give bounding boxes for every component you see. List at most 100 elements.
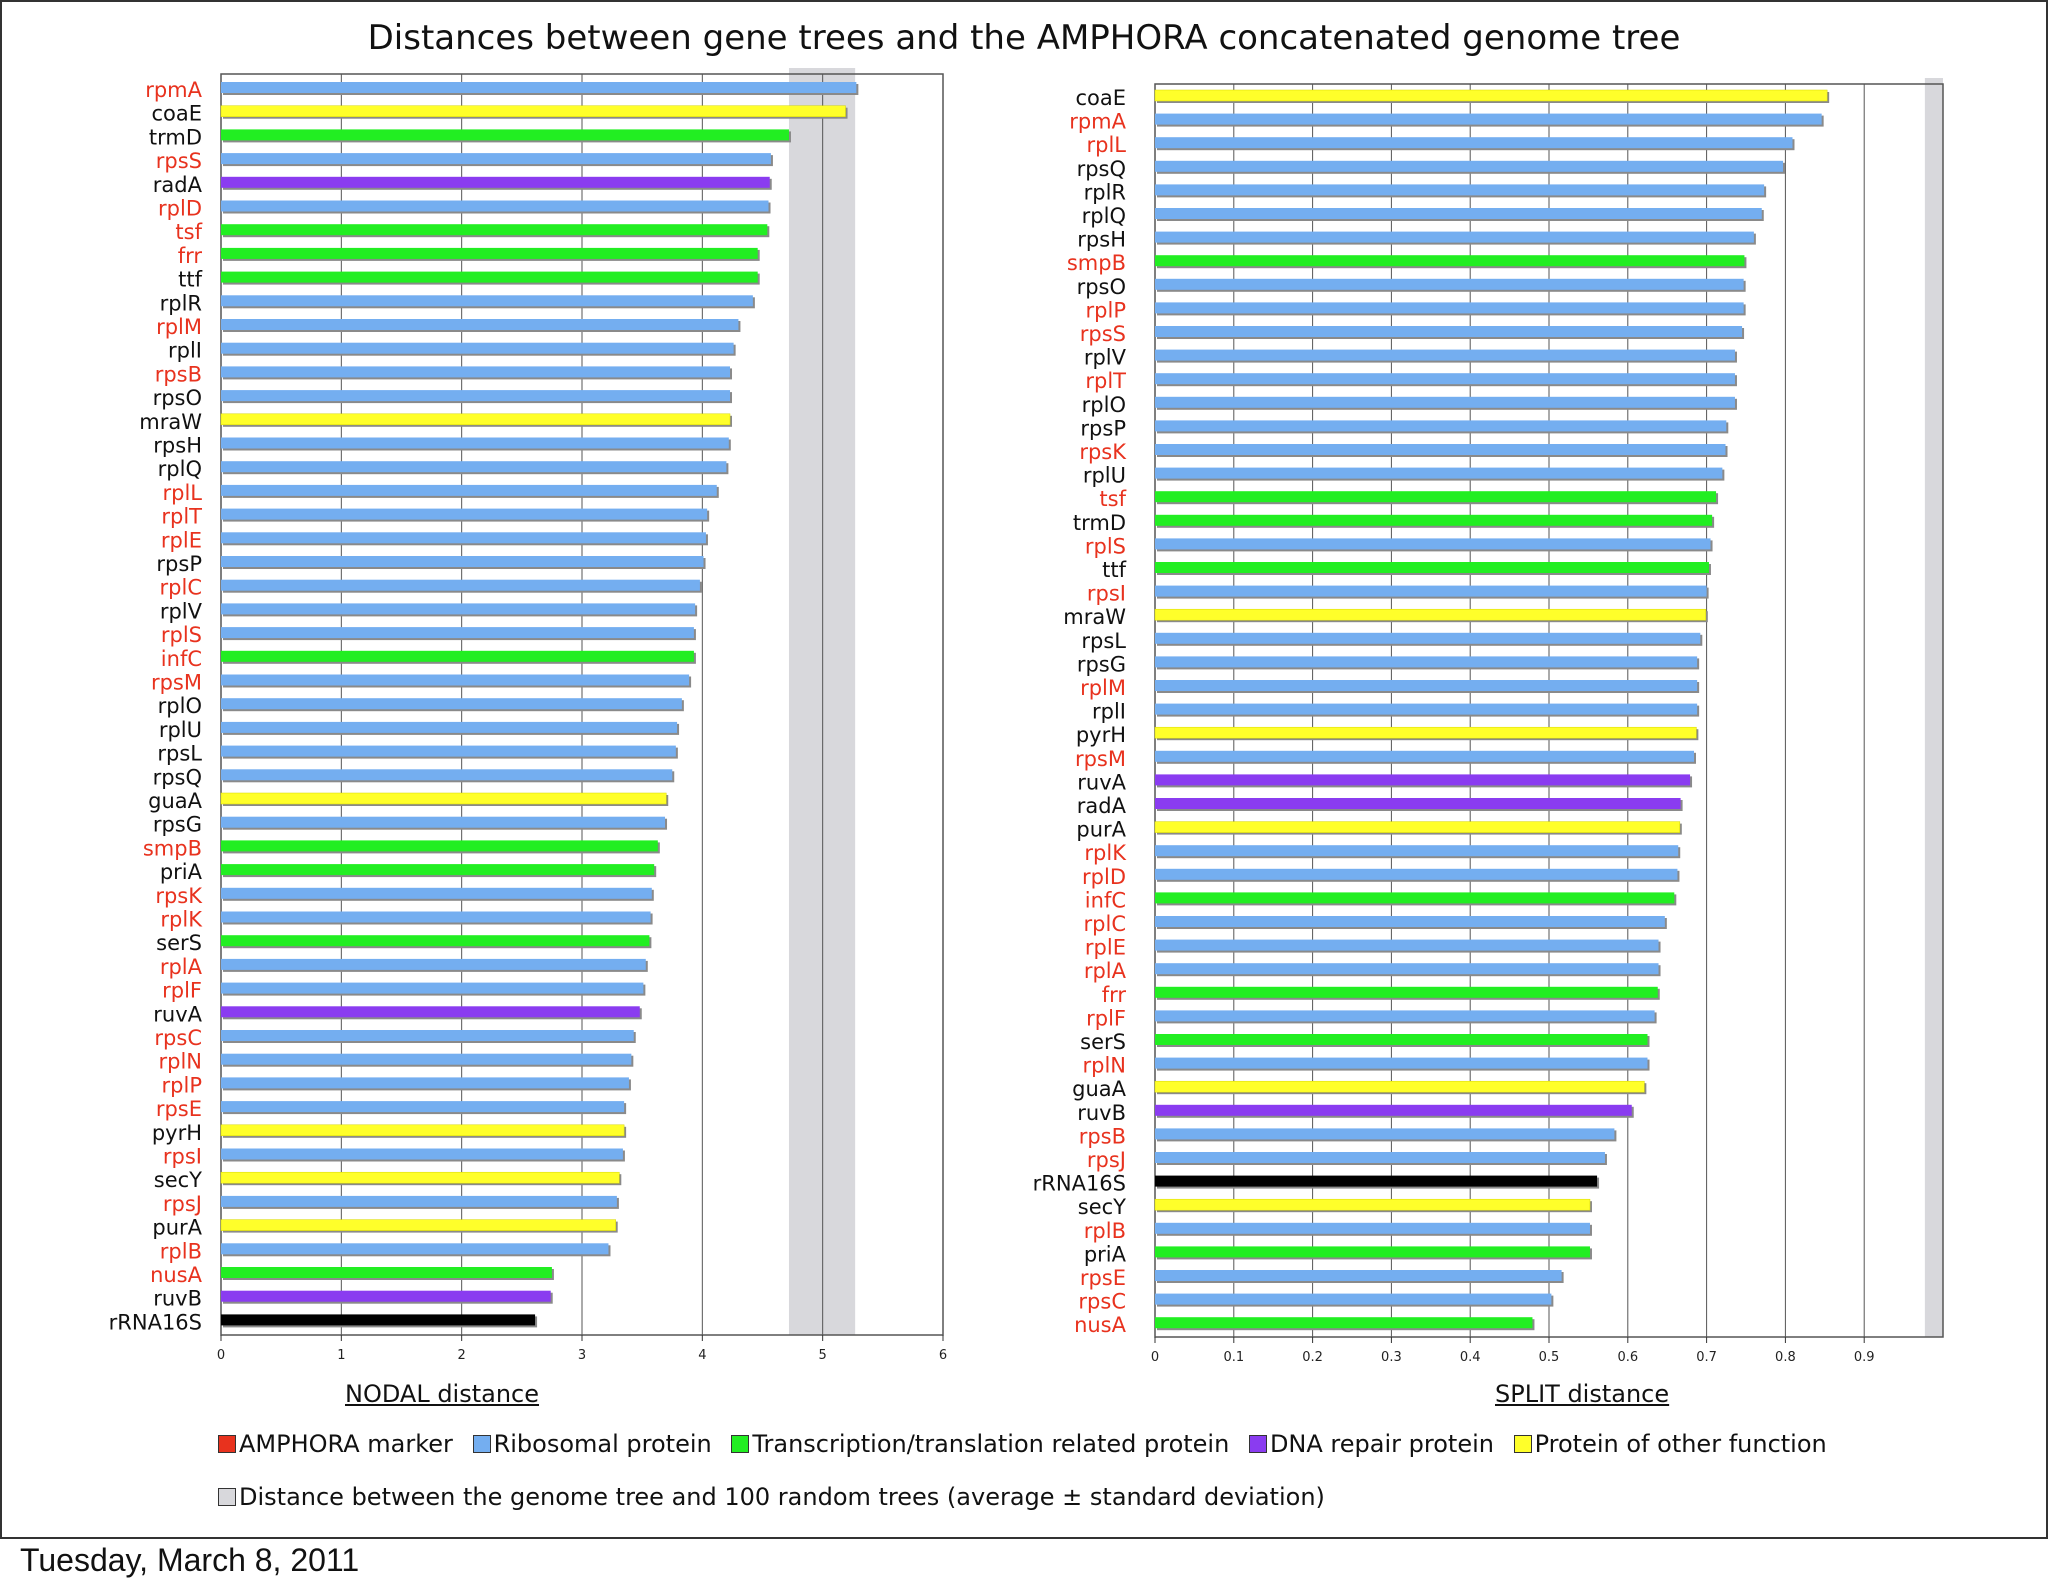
split-gene-label: rpsH <box>1077 228 1126 252</box>
split-bar-rpsK <box>1155 444 1726 455</box>
legend-swatch <box>731 1435 750 1453</box>
split-gene-label: purA <box>1076 818 1126 842</box>
split-bar-rplM <box>1155 680 1698 691</box>
split-gene-label: secY <box>1078 1195 1126 1219</box>
split-gene-label: rplR <box>1084 180 1126 204</box>
split-bar-serS <box>1155 1034 1648 1045</box>
nodal-bar-rplD <box>221 200 769 212</box>
nodal-gene-label: guaA <box>148 789 203 813</box>
split-bar-rplK <box>1155 845 1679 857</box>
legend-swatch <box>218 1435 236 1453</box>
legend-label: DNA repair protein <box>1269 1430 1494 1458</box>
nodal-gene-label: rplA <box>160 955 203 979</box>
split-bar-rplB <box>1155 1222 1590 1234</box>
split-bar-mraW <box>1154 608 1707 621</box>
split-gene-label: rpsK <box>1079 440 1127 464</box>
nodal-bar-rpsC <box>221 1030 634 1041</box>
legend-label: Ribosomal protein <box>493 1430 712 1458</box>
split-bar-rpsS <box>1155 326 1743 337</box>
nodal-bar-rplT <box>221 508 708 520</box>
nodal-bar-ruvB <box>221 1290 551 1302</box>
split-bar-rpsH <box>1155 231 1754 243</box>
split-gene-label: guaA <box>1072 1077 1127 1101</box>
split-gene-label: rplE <box>1085 936 1126 960</box>
split-gene-label: coaE <box>1075 86 1126 110</box>
split-bar-rpsO <box>1155 278 1744 290</box>
legend-item-dna-repair: DNA repair protein <box>1248 1430 1494 1458</box>
split-gene-label: rplC <box>1084 912 1126 936</box>
nodal-bar-rplK <box>221 911 651 923</box>
split-bar-rplV <box>1155 349 1735 361</box>
nodal-gene-label: rpsJ <box>163 1192 202 1216</box>
split-gene-label: rpsG <box>1077 652 1126 676</box>
split-gene-label: rpsQ <box>1077 157 1126 181</box>
split-bar-frr <box>1155 986 1658 998</box>
split-gene-label: mraW <box>1063 605 1126 629</box>
nodal-gene-label: serS <box>156 931 202 955</box>
split-gene-label: trmD <box>1073 511 1126 535</box>
nodal-gene-label: rpsG <box>153 813 202 837</box>
nodal-bar-rplR <box>221 295 753 307</box>
nodal-gene-label: rRNA16S <box>109 1310 202 1334</box>
nodal-bar-infC <box>221 650 694 662</box>
split-bar-rplL <box>1155 137 1793 149</box>
nodal-gene-label: nusA <box>150 1263 203 1287</box>
split-bar-rplE <box>1155 939 1659 951</box>
legend-swatch <box>1248 1435 1267 1453</box>
nodal-gene-label: rplU <box>159 718 202 742</box>
split-gene-label: rplS <box>1085 534 1126 558</box>
split-gene-label: radA <box>1077 794 1127 818</box>
nodal-bar-rplN <box>221 1053 632 1065</box>
split-gene-label: rplL <box>1087 133 1127 157</box>
split-gene-label: rplP <box>1086 298 1126 322</box>
split-bar-rplD <box>1155 868 1678 880</box>
split-bar-secY <box>1154 1198 1591 1211</box>
nodal-gene-label: rpsM <box>151 671 202 695</box>
split-bar-rplC <box>1155 916 1665 927</box>
nodal-bar-priA <box>221 864 655 876</box>
nodal-gene-label: rplP <box>162 1073 202 1097</box>
nodal-bar-rpsB <box>221 366 731 378</box>
split-bar-rRNA16S <box>1155 1175 1598 1187</box>
nodal-bar-rplU <box>221 721 678 733</box>
nodal-gene-label: rplL <box>163 481 203 505</box>
nodal-bar-tsf <box>221 224 768 236</box>
split-bar-guaA <box>1154 1080 1645 1093</box>
nodal-gene-label: rpsS <box>156 149 202 173</box>
nodal-gene-label: rplB <box>160 1239 202 1263</box>
nodal-gene-label: priA <box>160 860 203 884</box>
split-random-band <box>1924 78 1943 1337</box>
legend-item-random-band: Distance between the genome tree and 100… <box>218 1483 1325 1511</box>
nodal-gene-label: ruvA <box>153 1002 202 1026</box>
split-gene-label: rplA <box>1084 959 1127 983</box>
nodal-gene-label: rplS <box>161 623 202 647</box>
split-bar-tsf <box>1155 491 1717 503</box>
legend-item-amphora: AMPHORA marker <box>218 1430 453 1458</box>
split-bar-rplF <box>1155 1010 1655 1022</box>
nodal-gene-label: rplN <box>158 1050 202 1074</box>
split-gene-label: rplM <box>1080 676 1126 700</box>
nodal-bar-pyrH <box>220 1124 625 1137</box>
nodal-gene-label: ttf <box>178 268 202 292</box>
nodal-tick-label: 2 <box>458 1348 466 1363</box>
split-bar-ruvA <box>1155 774 1691 786</box>
nodal-bar-purA <box>220 1219 616 1231</box>
nodal-bar-rplL <box>221 484 717 496</box>
split-bar-trmD <box>1155 514 1713 526</box>
nodal-bar-ttf <box>221 271 758 283</box>
nodal-gene-label: rplC <box>160 576 202 600</box>
nodal-gene-label: smpB <box>143 836 202 860</box>
split-bar-rpsG <box>1155 656 1698 668</box>
split-gene-label: nusA <box>1074 1313 1127 1337</box>
nodal-gene-label: ruvB <box>153 1287 202 1311</box>
split-gene-label: rplU <box>1083 464 1126 488</box>
split-gene-label: rplV <box>1084 346 1127 370</box>
nodal-bar-rplS <box>221 627 694 639</box>
nodal-bar-rplQ <box>221 461 727 473</box>
split-bar-rplT <box>1155 373 1735 385</box>
split-tick-label: 0.5 <box>1539 1350 1560 1365</box>
split-gene-label: smpB <box>1067 251 1126 275</box>
split-gene-label: rpsS <box>1080 322 1126 346</box>
nodal-gene-label: rpsO <box>153 386 202 410</box>
